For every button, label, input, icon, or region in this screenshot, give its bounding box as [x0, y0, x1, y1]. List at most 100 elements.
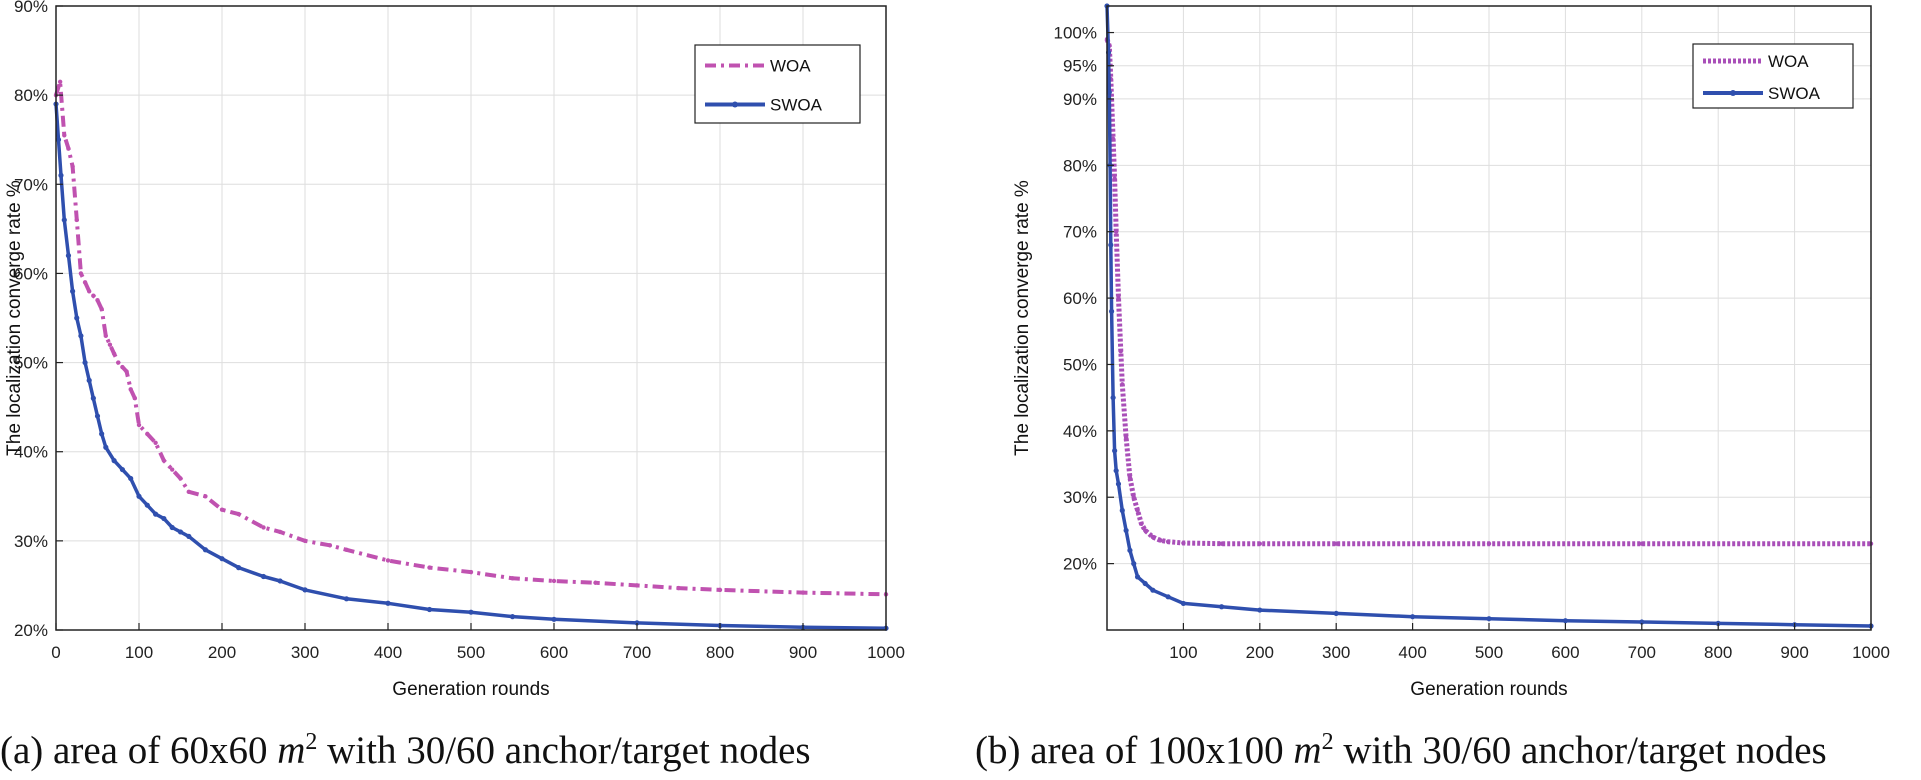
- series-woa-point: [427, 565, 432, 570]
- series-swoa-point: [1180, 600, 1186, 607]
- series-woa-point: [1131, 495, 1136, 500]
- series-woa-point: [95, 297, 100, 303]
- x-axis-label: Generation rounds: [1410, 679, 1567, 700]
- series-swoa-point: [1142, 580, 1148, 587]
- series-woa-point: [87, 289, 92, 294]
- x-tick-label: 700: [1628, 643, 1656, 662]
- series-woa-point: [1112, 176, 1117, 181]
- series-swoa-point: [169, 524, 175, 531]
- series-woa-point: [161, 458, 167, 463]
- series-woa-point: [136, 422, 142, 428]
- chart-b: 100 200 300 400 500 600 700 800 900 1000 20% 30% 40%…: [1012, 3, 1890, 700]
- series-woa-point: [82, 280, 88, 285]
- legend-a: WOA SWOA: [694, 44, 861, 124]
- x-tick-label: 800: [1704, 643, 1732, 662]
- x-tick-label: 200: [1246, 643, 1274, 662]
- caption-b-tail: with 30/60 anchor/target nodes: [1343, 729, 1827, 772]
- series-swoa-point: [65, 253, 72, 259]
- series-woa-line: [54, 79, 887, 597]
- series-woa-point: [78, 271, 84, 276]
- series-woa-point: [132, 396, 138, 401]
- x-tick-label: 600: [1551, 643, 1579, 662]
- series-woa-point: [74, 217, 79, 223]
- x-tick-label: 400: [374, 643, 402, 662]
- x-tick-label: 600: [540, 643, 568, 662]
- series-woa-point: [1113, 229, 1119, 234]
- series-swoa-point: [161, 515, 167, 522]
- series-woa-point: [261, 525, 266, 530]
- series-swoa-point: [58, 172, 64, 178]
- series-swoa-point: [1112, 448, 1118, 454]
- series-woa-point: [1110, 136, 1116, 141]
- y-tick-label: 95%: [1063, 57, 1097, 76]
- series-swoa-point: [1131, 561, 1137, 567]
- series-woa-point: [717, 587, 723, 593]
- series-swoa-point: [94, 413, 101, 419]
- series-woa-point: [1135, 508, 1140, 513]
- series-woa-point: [116, 360, 121, 365]
- y-tick-label: 60%: [14, 264, 48, 283]
- series-woa-point: [178, 476, 183, 481]
- series-swoa-point: [277, 578, 283, 584]
- series-woa-point: [170, 467, 175, 472]
- series-swoa-point: [99, 431, 105, 437]
- series-swoa-point: [509, 614, 516, 620]
- x-tick-label: 500: [1475, 643, 1503, 662]
- series-woa-point: [1639, 541, 1645, 546]
- caption-b-unit: m: [1293, 729, 1322, 772]
- y-tick-label: 70%: [14, 175, 48, 194]
- x-axis-label: Generation rounds: [392, 679, 549, 700]
- y-tick-label: 20%: [1063, 555, 1097, 574]
- series-swoa-point: [1119, 507, 1125, 514]
- series-swoa-point: [551, 616, 557, 622]
- series-woa-point: [1127, 475, 1133, 480]
- series-swoa-point: [1134, 574, 1141, 580]
- series-woa-point: [1334, 541, 1339, 546]
- caption-a-label: (a) area of 60x60: [0, 729, 268, 772]
- series-swoa-point: [219, 556, 225, 562]
- series-woa-point: [344, 547, 349, 552]
- chart-a: 0 100 200 300 400 500 600 700 800 900 1000 20% 30% 40…: [4, 0, 905, 700]
- legend-label-swoa: SWOA: [1768, 84, 1821, 103]
- x-tick-label: 300: [291, 643, 319, 662]
- series-woa-point: [1139, 521, 1144, 526]
- legend-b: WOA SWOA: [1692, 43, 1854, 109]
- series-woa-point: [1219, 541, 1224, 546]
- caption-b: (b) area of 100x100 m2 with 30/60 anchor…: [975, 728, 1827, 773]
- series-swoa-line: [54, 103, 887, 630]
- series-swoa-point: [1127, 547, 1133, 553]
- series-woa-point: [593, 580, 598, 585]
- series-woa-point: [57, 79, 63, 84]
- legend-marker-swoa: [1730, 90, 1736, 96]
- x-tick-label: 300: [1322, 643, 1350, 662]
- series-swoa-point: [78, 333, 84, 339]
- y-tick-label: 60%: [1063, 289, 1097, 308]
- series-woa-point: [1486, 541, 1492, 546]
- series-woa-point: [551, 578, 557, 584]
- series-woa-point: [327, 543, 333, 548]
- series-woa-point: [103, 333, 109, 339]
- series-woa-point: [1257, 541, 1263, 546]
- caption-b-exp: 2: [1321, 729, 1334, 755]
- x-tick-label: 400: [1398, 643, 1426, 662]
- series-woa-point: [277, 529, 283, 535]
- series-woa-point: [124, 369, 129, 374]
- x-tick-label: 800: [706, 643, 734, 662]
- series-swoa-point: [1108, 242, 1114, 248]
- series-woa-point: [145, 431, 150, 437]
- series-swoa-point: [468, 609, 474, 615]
- series-swoa-point: [61, 217, 67, 223]
- series-swoa-point: [55, 137, 62, 143]
- x-tick-label: 100: [125, 643, 153, 662]
- y-tick-label: 40%: [1063, 422, 1097, 441]
- series-woa-point: [1158, 538, 1163, 543]
- series-woa-point: [1143, 528, 1148, 533]
- caption-a-exp: 2: [305, 729, 318, 755]
- legend-label-swoa: SWOA: [770, 96, 823, 115]
- series-swoa-point: [144, 502, 150, 508]
- series-swoa-point: [1257, 607, 1263, 613]
- series-swoa-point: [1333, 610, 1339, 617]
- series-swoa-point: [385, 600, 391, 606]
- series-woa-point: [510, 576, 515, 581]
- series-swoa-point: [82, 359, 88, 366]
